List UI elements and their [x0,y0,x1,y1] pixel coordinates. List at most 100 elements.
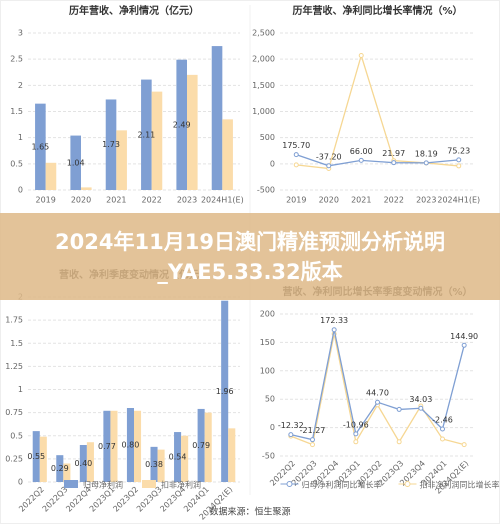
bar [141,79,152,190]
y-tick-label: 500 [260,133,275,142]
bar [181,435,189,482]
source: 数据来源：恒生聚源 [209,506,290,518]
bar [110,410,118,482]
point [396,439,402,445]
y-tick-label: 50 [265,395,275,404]
y-tick-label: 150 [260,338,275,347]
y-tick-label: 1,500 [252,81,275,90]
point [396,406,402,412]
data-label: 0.38 [145,460,163,469]
y-tick-label: 1.75 [5,316,23,325]
bar [81,187,92,190]
point [423,160,429,166]
chart-title: 历年营收、净利情况（亿元） [69,4,199,17]
point [353,439,359,445]
bar [222,119,233,190]
data-label: 2.11 [137,130,155,139]
y-tick-label: 0 [270,159,275,168]
y-tick-label: 1.5 [10,107,23,116]
point [326,163,332,169]
x-tick-label: 2020 [71,196,91,205]
x-tick-label: 2023 [416,196,436,205]
data-label: 34.03 [409,395,432,404]
data-label: 21.97 [382,149,405,158]
bar [211,46,223,191]
data-label: 175.70 [282,141,310,150]
bar [126,408,134,482]
y-tick-label: 0.25 [5,454,23,463]
y-tick-label: 0.5 [10,159,23,168]
legend-swatch [404,481,411,487]
y-tick-label: 1,000 [252,107,275,116]
bar [35,103,46,190]
point [331,327,337,333]
data-label: -12.32 [278,421,304,430]
y-tick-label: -500 [257,186,275,195]
point [456,163,462,169]
legend-label: 扣非净利润 [161,480,201,490]
data-label: 44.70 [366,389,389,398]
point [440,426,445,432]
bar [56,455,64,482]
bar [134,410,142,482]
data-label: 0.77 [98,442,116,451]
x-tick-label: 2022 [384,196,404,205]
data-label: -37.20 [316,152,342,161]
line [296,154,459,167]
point [353,431,359,437]
y-tick-label: 1.25 [5,362,23,371]
x-tick-label: 2021 [106,196,126,205]
x-tick-label: 2019 [286,196,306,205]
point [391,160,397,166]
data-label: 18.19 [415,149,438,158]
bar [157,449,165,482]
legend-label: 扣非净利润同比增长率 [420,480,500,490]
bar [176,59,187,190]
legend-label: 归母净利润同比增长率 [302,480,382,490]
y-tick-label: 0 [18,186,23,195]
point [418,405,424,411]
point [310,437,315,443]
x-tick-label: 2019 [35,196,55,205]
data-label: 0.79 [192,441,210,450]
y-tick-label: -50 [262,452,275,461]
y-tick-label: 0.75 [5,408,23,417]
bar [105,99,117,190]
x-tick-label: 2023 [177,196,197,205]
x-tick-label: 2024H1(E) [201,196,244,205]
y-tick-label: 3 [18,29,23,38]
x-tick-label: 2020 [319,196,339,205]
y-tick-label: 2,000 [252,55,275,64]
bar [45,162,57,190]
data-label: 66.00 [350,147,373,156]
y-tick-label: 200 [260,310,275,319]
bar [116,130,127,190]
data-label: 0.55 [27,452,45,461]
data-label: 0.29 [51,464,69,473]
bar [174,432,182,482]
data-label: 1.73 [102,140,120,149]
data-label: -21.27 [300,426,326,435]
bar [204,412,212,482]
data-label: 75.23 [447,146,470,155]
legend-swatch [64,480,78,488]
y-tick-label: 100 [260,366,275,375]
data-label: 1.96 [216,387,234,396]
point [440,436,445,442]
y-tick-label: 2.5 [10,55,23,64]
line [296,53,459,170]
legend-label: 归母净利润 [83,480,123,490]
bar [32,431,40,482]
bar [70,135,81,190]
point [461,342,467,348]
data-label: 1.04 [67,158,85,167]
bar [197,408,205,482]
bar [150,446,158,482]
bar [103,410,111,482]
point [461,442,467,448]
data-label: -2.46 [432,415,453,424]
bar [86,442,94,482]
data-label: 144.90 [450,332,478,341]
y-tick-label: 1 [18,385,23,394]
